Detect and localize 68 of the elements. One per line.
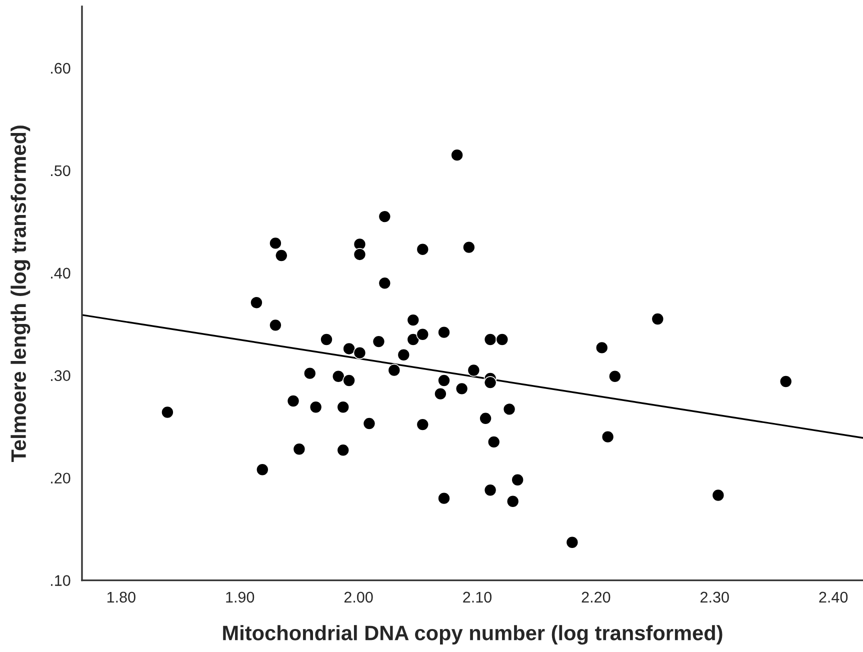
point — [601, 430, 614, 444]
point — [438, 374, 450, 387]
x-tick-label: 2.40 — [819, 592, 848, 603]
x-tick-label: 1.80 — [107, 592, 136, 603]
point — [336, 444, 350, 457]
point — [286, 394, 300, 408]
point — [502, 402, 516, 416]
point — [487, 436, 500, 448]
point — [484, 484, 497, 497]
y-tick-label: .30 — [51, 370, 70, 382]
point — [353, 346, 366, 360]
point — [274, 249, 288, 262]
point — [303, 366, 316, 380]
point — [450, 148, 464, 162]
x-axis-title: Mitochondrial DNA copy number (log transformed) — [223, 625, 722, 645]
point — [438, 492, 450, 505]
x-tick-label: 2.30 — [700, 592, 729, 603]
point — [353, 248, 366, 261]
y-tick-label: .50 — [51, 165, 70, 176]
point — [269, 236, 282, 250]
point — [250, 296, 263, 310]
x-tick-label: 2.20 — [582, 592, 610, 603]
point — [479, 412, 492, 425]
point — [651, 312, 664, 326]
point — [397, 348, 410, 362]
y-axis-title: Telmoere length (log transformed) — [10, 126, 30, 462]
point — [434, 387, 447, 400]
point — [462, 240, 476, 254]
point — [378, 210, 392, 223]
point — [712, 488, 725, 502]
point — [378, 276, 392, 290]
point — [332, 370, 345, 383]
point — [362, 417, 376, 430]
point — [595, 341, 608, 354]
point — [406, 333, 420, 346]
point — [388, 364, 401, 377]
point — [438, 326, 450, 339]
y-tick-label: .60 — [51, 62, 70, 74]
point — [455, 382, 468, 396]
point — [336, 400, 350, 414]
point — [342, 374, 356, 387]
point — [416, 418, 430, 431]
point — [416, 328, 430, 341]
point — [484, 333, 497, 346]
point — [161, 406, 174, 419]
point — [342, 342, 356, 356]
point — [496, 333, 509, 346]
point — [566, 536, 579, 549]
y-tick-label: .20 — [51, 472, 70, 484]
point — [406, 314, 420, 326]
point — [372, 335, 386, 348]
y-tick-label: .10 — [51, 575, 70, 586]
point — [511, 473, 524, 486]
x-tick-label: 2.10 — [463, 592, 492, 603]
point — [506, 494, 520, 508]
point — [320, 333, 333, 346]
x-tick-label: 2.00 — [344, 592, 373, 603]
point — [467, 364, 480, 377]
x-tick-label: 1.90 — [226, 592, 254, 603]
point — [292, 442, 306, 456]
point — [608, 370, 622, 383]
point — [416, 242, 430, 256]
point — [779, 375, 792, 388]
point — [269, 318, 282, 332]
point — [256, 463, 269, 476]
point — [309, 400, 322, 414]
y-tick-label: .40 — [51, 268, 70, 279]
point — [484, 376, 497, 389]
